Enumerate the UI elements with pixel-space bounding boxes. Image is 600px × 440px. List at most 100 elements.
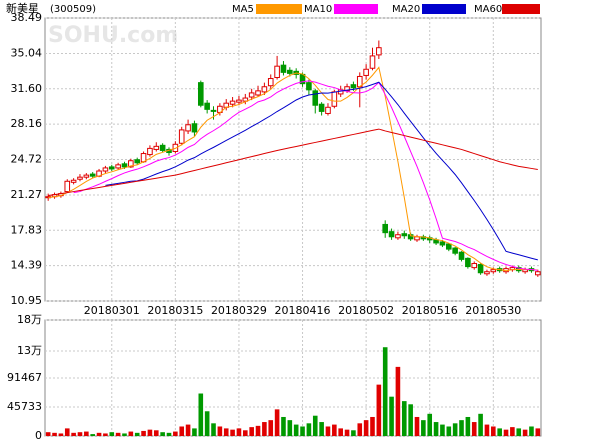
y-tick-label: 35.04 (11, 46, 43, 59)
volume-bar (134, 432, 140, 436)
candle-body (236, 99, 242, 103)
volume-bar (64, 428, 70, 436)
candle-body (248, 92, 255, 98)
candle-body (490, 269, 497, 273)
candle-body (159, 144, 166, 151)
volume-bar (281, 416, 286, 436)
volume-bar (249, 427, 254, 436)
candle-body (535, 271, 541, 276)
volume-bar (115, 432, 121, 436)
volume-bar (478, 413, 483, 436)
volume-bar (471, 422, 477, 436)
candle-body (77, 176, 83, 180)
volume-bar (274, 409, 280, 436)
volume-bar (262, 422, 267, 436)
volume-bar (459, 420, 464, 436)
y-tick-label: 21.27 (11, 188, 43, 201)
candle-body (471, 262, 478, 269)
volume-bar (198, 393, 204, 436)
candle-body (439, 241, 446, 246)
volume-bar (52, 432, 57, 436)
volume-bar (319, 422, 324, 436)
ma-line (105, 81, 538, 261)
volume-bar (71, 432, 76, 436)
y-tick-label: 17.83 (11, 223, 43, 236)
candle-body (312, 90, 319, 106)
volume-bar (395, 366, 401, 436)
volume-bar (389, 396, 394, 436)
candle-body (331, 91, 338, 107)
candle-body (306, 82, 312, 91)
x-tick-label: 20180301 (84, 304, 140, 317)
volume-bar (204, 411, 210, 436)
volume-bar (370, 416, 375, 436)
volume-bar (408, 404, 413, 436)
volume-bar (440, 424, 445, 436)
candle-body (261, 86, 268, 93)
volume-bar (223, 428, 229, 436)
y-tick-label: 24.72 (11, 153, 43, 166)
candle-body (185, 124, 191, 132)
volume-bar (236, 428, 242, 436)
volume-bar (465, 416, 471, 436)
stock-code: (300509) (50, 4, 96, 15)
volume-bar (287, 420, 293, 436)
volume-bar (338, 428, 343, 436)
candle-body (280, 64, 287, 73)
volume-bar (522, 429, 528, 436)
candle-body (229, 100, 236, 105)
legend-label: MA20 (392, 4, 420, 15)
volume-bar (45, 432, 51, 436)
volume-bar (516, 428, 522, 436)
candle-body (465, 257, 471, 268)
y-tick-label: 0 (35, 429, 42, 440)
candle-body (274, 65, 280, 78)
volume-bar (84, 431, 89, 436)
volume-bar (243, 430, 248, 436)
candle-body (344, 86, 350, 92)
volume-bar (153, 430, 159, 436)
volume-bar (491, 426, 496, 436)
volume-bar (325, 426, 331, 436)
x-tick-label: 20180315 (147, 304, 203, 317)
candle-body (197, 82, 204, 106)
candle-body (522, 269, 528, 273)
volume-bar (160, 432, 165, 436)
volume-bar (141, 430, 146, 436)
volume-bar (147, 429, 153, 436)
candle-body (382, 223, 389, 234)
volume-bar (58, 433, 64, 436)
y-tick-label: 31.60 (11, 82, 43, 95)
candle-body (388, 231, 395, 238)
volume-bar (484, 424, 490, 436)
volume-bar (96, 432, 102, 436)
legend-label: MA5 (232, 4, 254, 15)
candle-body (376, 47, 382, 56)
volume-bar (401, 401, 407, 436)
volume-bar (332, 424, 337, 436)
candle-body (477, 264, 484, 274)
volume-bar (529, 426, 534, 436)
volume-bar (376, 384, 382, 436)
volume-bar (306, 423, 312, 436)
candle-body (395, 234, 401, 239)
volume-bar (268, 420, 274, 436)
y-tick-label: 10.95 (11, 294, 43, 307)
x-tick-label: 20180416 (275, 304, 331, 317)
candle-body (484, 271, 490, 275)
volume-bar (351, 430, 356, 436)
candle-body (445, 243, 452, 250)
volume-bar (446, 426, 452, 436)
candle-body (108, 166, 115, 170)
candle-body (115, 164, 121, 169)
volume-bar (122, 433, 127, 436)
volume-bar (535, 428, 541, 436)
candle-body (64, 180, 71, 193)
candle-body (83, 174, 90, 178)
candle-body (70, 179, 77, 183)
candle-body (147, 147, 153, 156)
y-tick-label: 14.39 (11, 259, 43, 272)
candle-body (414, 236, 420, 241)
volume-bar (300, 426, 305, 436)
x-tick-label: 20180329 (211, 304, 267, 317)
